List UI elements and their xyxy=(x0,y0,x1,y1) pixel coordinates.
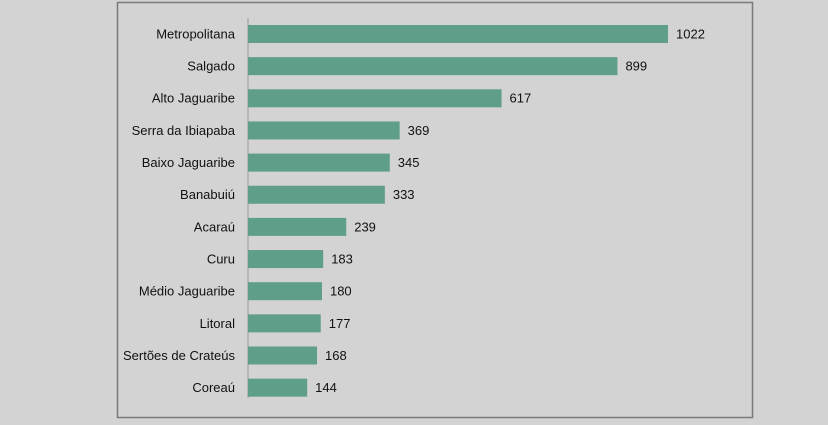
bar xyxy=(248,217,347,236)
category-label: Metropolitana xyxy=(156,26,236,41)
bar xyxy=(248,57,618,76)
category-label: Serra da Ibiapaba xyxy=(132,123,236,138)
value-label: 345 xyxy=(398,155,420,170)
category-label: Banabuiú xyxy=(180,187,235,202)
value-label: 183 xyxy=(331,251,353,266)
category-label: Coreaú xyxy=(192,380,235,395)
value-label: 333 xyxy=(393,187,415,202)
bar xyxy=(248,89,502,108)
category-label: Salgado xyxy=(187,59,235,74)
category-label: Baixo Jaguaribe xyxy=(142,155,235,170)
category-label: Litoral xyxy=(200,316,236,331)
value-label: 899 xyxy=(625,59,647,74)
value-label: 617 xyxy=(510,91,532,106)
bar xyxy=(248,282,322,301)
value-label: 1022 xyxy=(676,26,705,41)
bar xyxy=(248,153,390,172)
bar xyxy=(248,185,385,204)
category-label: Acaraú xyxy=(194,219,235,234)
bar xyxy=(248,378,308,397)
value-label: 369 xyxy=(408,123,430,138)
bar xyxy=(248,250,324,269)
category-label: Sertões de Crateús xyxy=(123,348,236,363)
category-label: Médio Jaguaribe xyxy=(139,284,235,299)
bar xyxy=(248,121,400,140)
value-label: 177 xyxy=(329,316,351,331)
category-label: Alto Jaguaribe xyxy=(152,91,235,106)
value-label: 144 xyxy=(315,380,337,395)
bar xyxy=(248,346,318,365)
value-label: 180 xyxy=(330,284,352,299)
bar xyxy=(248,25,668,43)
bar xyxy=(248,314,321,333)
value-label: 239 xyxy=(354,219,376,234)
value-label: 168 xyxy=(325,348,347,363)
category-label: Curu xyxy=(207,251,235,266)
